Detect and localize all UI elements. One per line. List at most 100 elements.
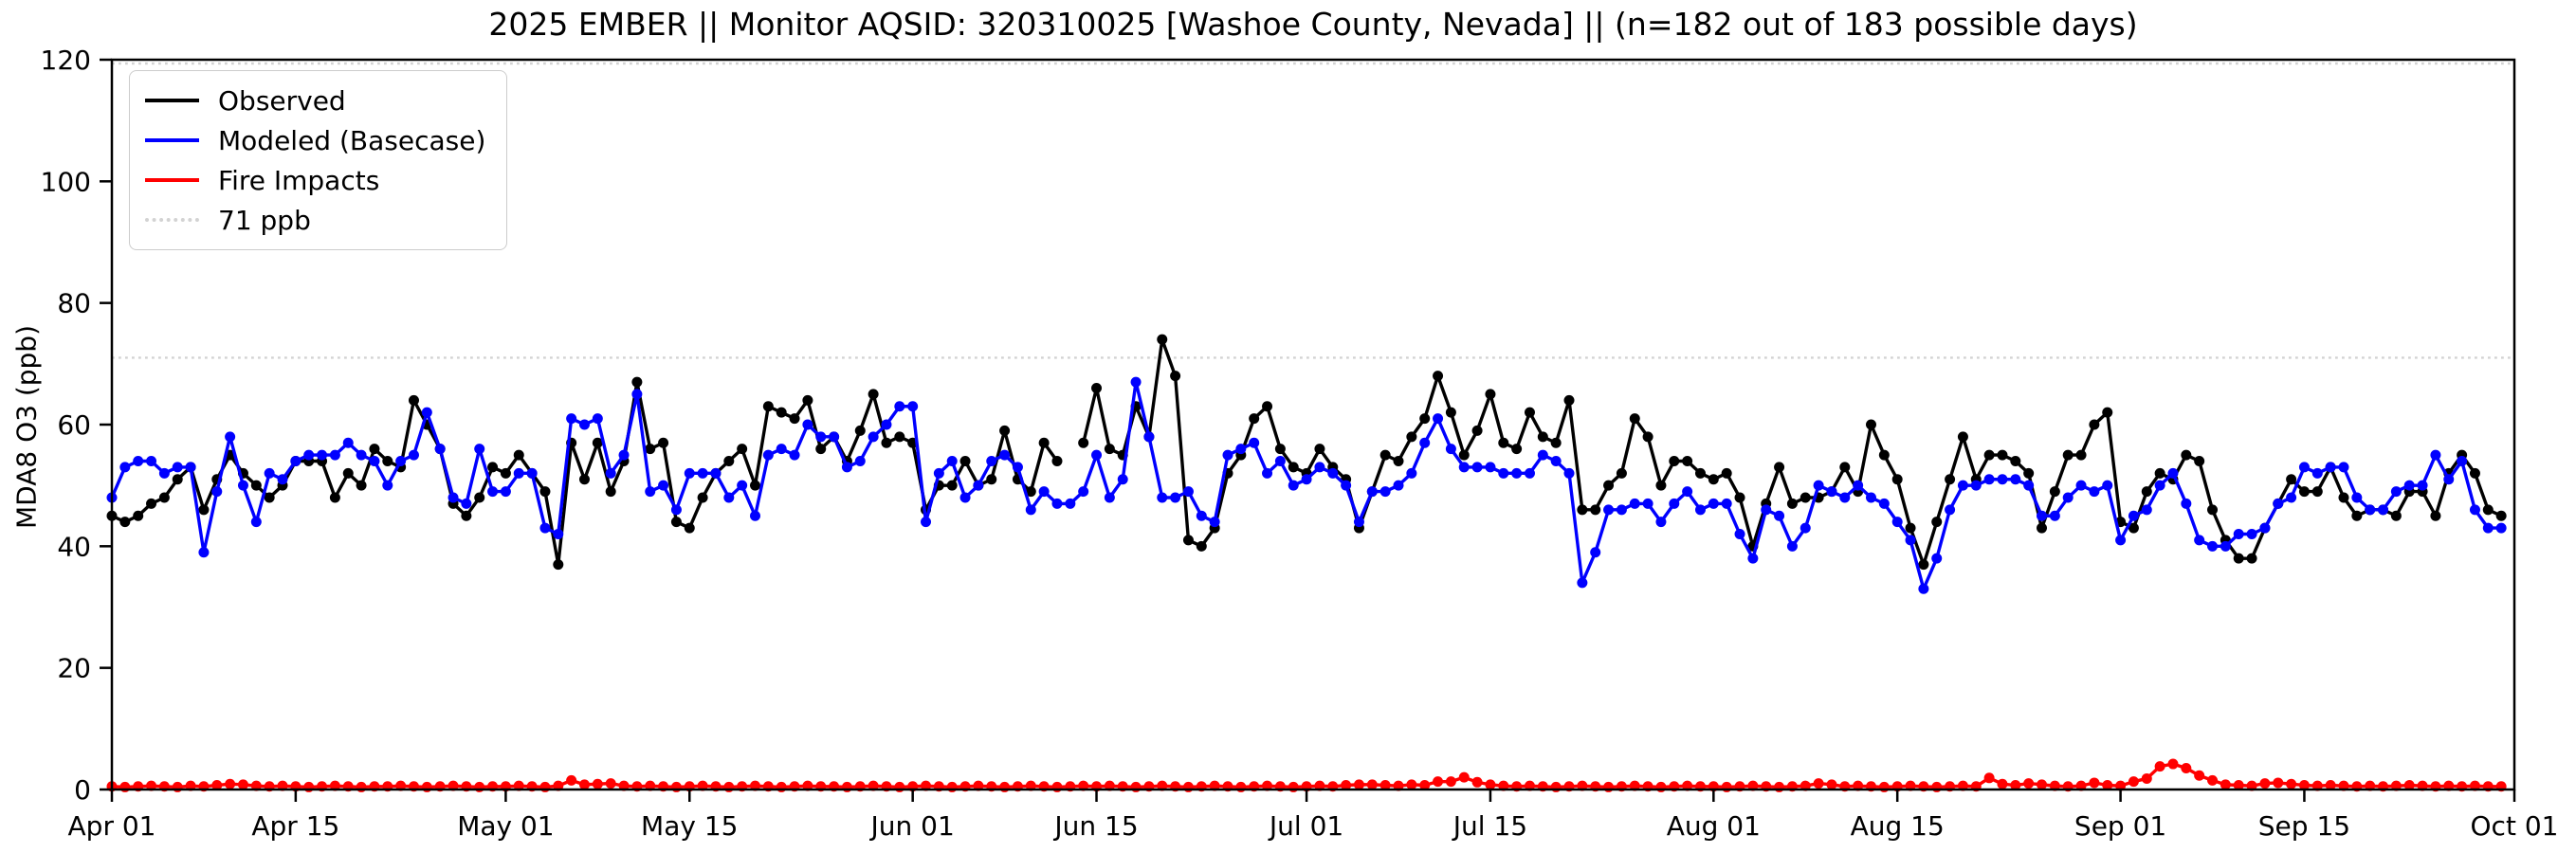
series-marker-modeled-basecase- <box>2023 480 2035 491</box>
series-marker-modeled-basecase- <box>264 467 275 479</box>
series-marker-modeled-basecase- <box>1419 437 1431 448</box>
series-marker-fire-impacts <box>172 781 183 792</box>
series-marker-modeled-basecase- <box>198 547 210 558</box>
series-marker-fire-impacts <box>1419 780 1431 791</box>
series-marker-modeled-basecase- <box>1945 504 1956 516</box>
series-marker-observed <box>1774 462 1785 473</box>
series-marker-modeled-basecase- <box>2298 462 2310 473</box>
series-marker-observed <box>645 444 656 455</box>
series-marker-fire-impacts <box>2325 780 2336 791</box>
legend-row: Modeled (Basecase) <box>145 120 485 160</box>
x-tick-label: Aug 15 <box>1851 810 1945 842</box>
series-marker-observed <box>513 449 524 461</box>
series-marker-observed <box>1537 431 1548 443</box>
x-tick-label: Jun 15 <box>1052 810 1138 842</box>
series-marker-observed <box>2495 510 2507 521</box>
series-marker-observed <box>1800 492 1811 503</box>
series-marker-observed <box>1957 431 1968 443</box>
series-marker-modeled-basecase- <box>1471 462 1483 473</box>
series-marker-modeled-basecase- <box>1301 474 1312 485</box>
series-marker-fire-impacts <box>2298 780 2310 791</box>
series-marker-modeled-basecase- <box>2482 522 2494 534</box>
series-marker-observed <box>1550 437 1562 448</box>
chart-title: 2025 EMBER || Monitor AQSID: 320310025 [… <box>488 6 2138 43</box>
series-marker-observed <box>1182 535 1194 546</box>
series-marker-modeled-basecase- <box>1603 504 1615 516</box>
series-marker-modeled-basecase- <box>382 480 393 491</box>
series-marker-modeled-basecase- <box>1130 376 1142 388</box>
series-marker-observed <box>500 467 511 479</box>
series-marker-observed <box>1983 449 1995 461</box>
series-marker-modeled-basecase- <box>1918 583 1929 594</box>
series-marker-modeled-basecase- <box>815 431 827 443</box>
series-marker-observed <box>461 510 472 521</box>
series-marker-fire-impacts <box>841 781 852 792</box>
series-marker-modeled-basecase- <box>1865 492 1876 503</box>
series-marker-modeled-basecase- <box>1563 467 1575 479</box>
series-marker-modeled-basecase- <box>946 456 958 466</box>
series-marker-observed <box>1603 480 1615 491</box>
series-marker-modeled-basecase- <box>2325 462 2336 473</box>
series-marker-modeled-basecase- <box>474 444 485 455</box>
series-marker-modeled-basecase- <box>1721 498 1732 509</box>
series-marker-observed <box>1249 413 1260 425</box>
series-marker-modeled-basecase- <box>2457 456 2468 466</box>
series-marker-observed <box>2298 486 2310 498</box>
series-marker-modeled-basecase- <box>1485 462 1496 473</box>
series-marker-modeled-basecase- <box>237 480 248 491</box>
series-marker-modeled-basecase- <box>1708 498 1719 509</box>
series-marker-modeled-basecase- <box>1117 474 1128 485</box>
series-marker-modeled-basecase- <box>973 480 984 491</box>
series-marker-modeled-basecase- <box>290 456 301 466</box>
series-marker-modeled-basecase- <box>487 486 499 498</box>
series-marker-modeled-basecase- <box>369 456 380 466</box>
series-marker-observed <box>172 474 183 485</box>
series-marker-observed <box>1379 449 1391 461</box>
series-marker-modeled-basecase- <box>1839 492 1851 503</box>
series-marker-observed <box>1170 371 1181 382</box>
series-marker-modeled-basecase- <box>921 517 932 528</box>
series-marker-fire-impacts <box>2403 780 2415 791</box>
series-marker-modeled-basecase- <box>2194 535 2205 546</box>
series-marker-modeled-basecase- <box>2390 486 2402 498</box>
legend-row: Fire Impacts <box>145 160 485 200</box>
series-marker-observed <box>1629 413 1640 425</box>
series-marker-observed <box>1642 431 1653 443</box>
series-marker-modeled-basecase- <box>868 431 879 443</box>
y-tick-label: 80 <box>57 288 91 319</box>
series-line-observed <box>1082 337 2502 567</box>
x-tick-label: May 15 <box>641 810 738 842</box>
series-marker-observed <box>1616 467 1627 479</box>
series-marker-modeled-basecase- <box>1761 504 1772 516</box>
series-marker-observed <box>1419 413 1431 425</box>
series-marker-modeled-basecase- <box>1642 498 1653 509</box>
series-marker-observed <box>1786 498 1798 509</box>
series-marker-observed <box>133 510 144 521</box>
x-tick-label: Sep 01 <box>2074 810 2166 842</box>
series-marker-observed <box>198 504 210 516</box>
series-marker-modeled-basecase- <box>1366 486 1378 498</box>
series-marker-observed <box>1708 474 1719 485</box>
series-marker-observed <box>1471 425 1483 436</box>
series-marker-modeled-basecase- <box>2378 504 2389 516</box>
series-marker-modeled-basecase- <box>933 467 944 479</box>
series-marker-observed <box>382 456 393 466</box>
series-marker-modeled-basecase- <box>1537 449 1548 461</box>
series-marker-observed <box>1997 449 2008 461</box>
y-tick-label: 100 <box>41 166 91 197</box>
series-marker-observed <box>1655 480 1667 491</box>
series-marker-modeled-basecase- <box>1038 486 1050 498</box>
series-marker-fire-impacts <box>2141 772 2152 784</box>
legend-row: 71 ppb <box>145 200 485 240</box>
series-marker-observed <box>342 467 354 479</box>
series-marker-fire-impacts <box>1458 771 1470 783</box>
series-marker-modeled-basecase- <box>737 480 748 491</box>
series-marker-observed <box>2311 486 2323 498</box>
series-marker-modeled-basecase- <box>841 462 852 473</box>
series-marker-observed <box>1433 371 1444 382</box>
series-marker-fire-impacts <box>2037 779 2048 790</box>
legend-label: Observed <box>218 84 346 117</box>
series-marker-observed <box>1865 419 1876 430</box>
series-marker-observed <box>2023 467 2035 479</box>
series-marker-fire-impacts <box>2273 777 2284 789</box>
